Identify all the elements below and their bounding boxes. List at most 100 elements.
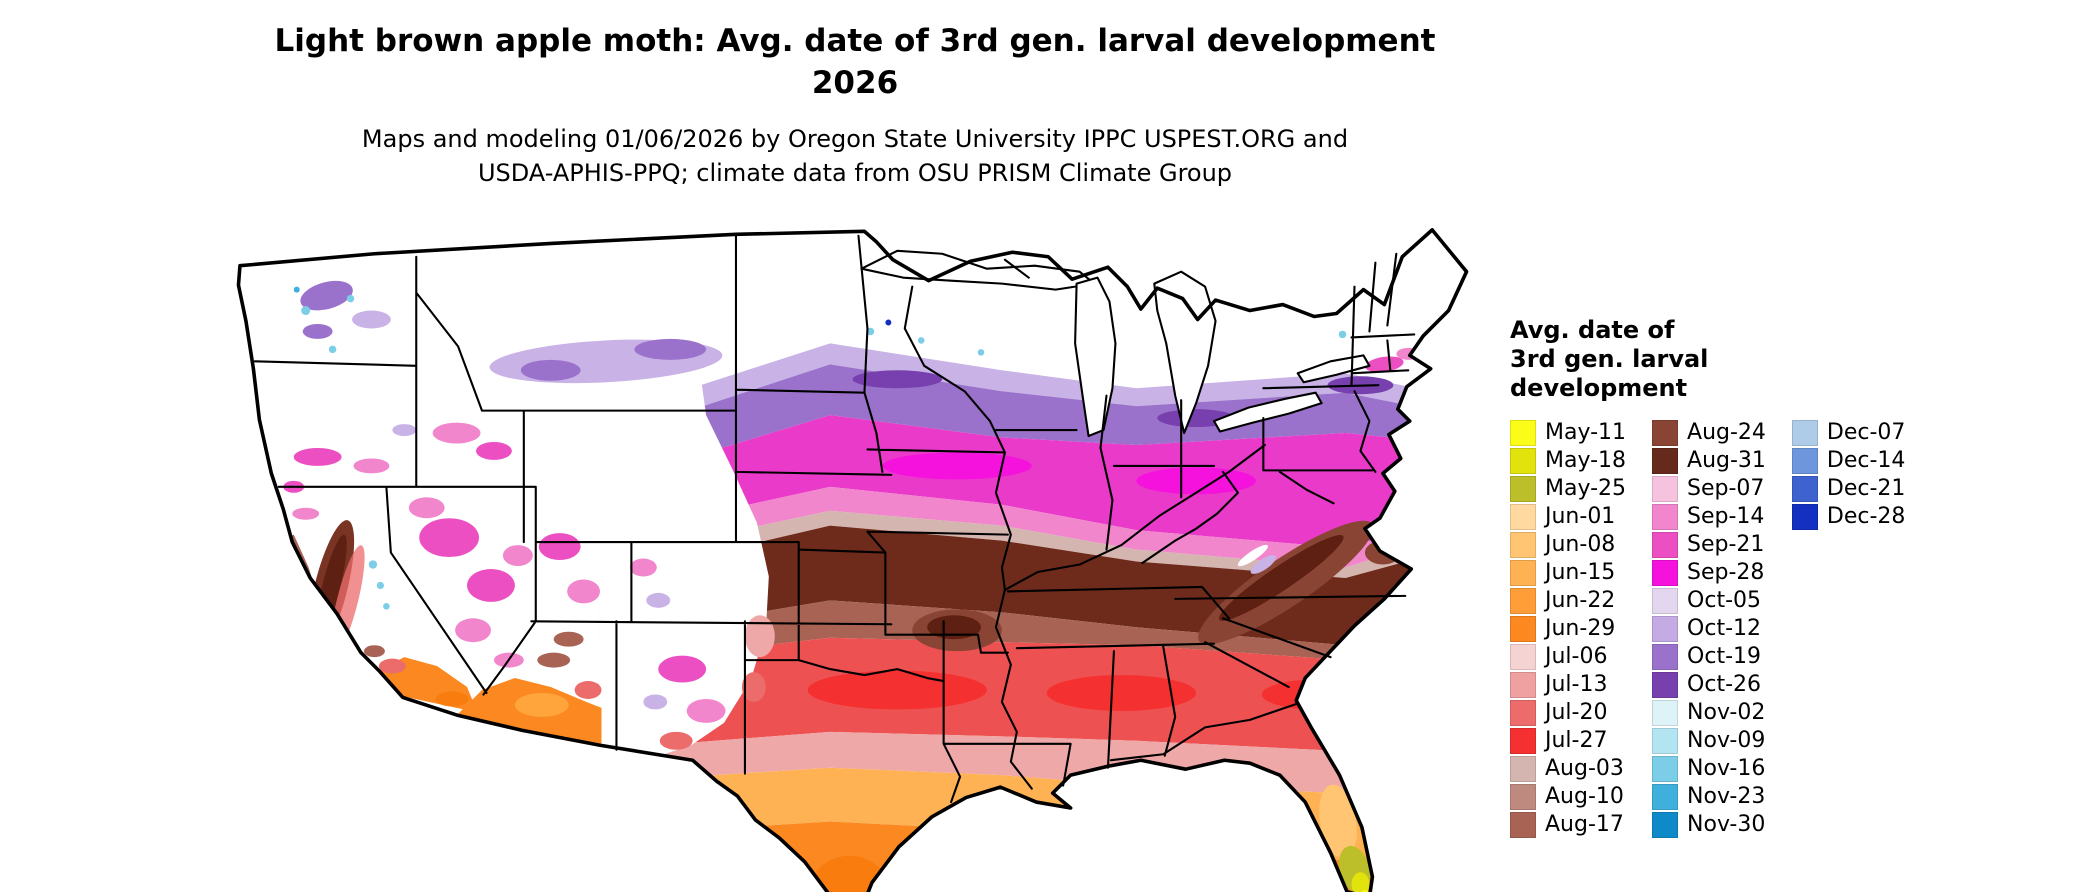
legend-entry: Sep-14 (1652, 503, 1766, 530)
legend-swatch (1791, 447, 1818, 474)
legend-swatch (1510, 811, 1536, 838)
us-choropleth-map (236, 228, 1469, 892)
legend-entry: Jun-08 (1510, 531, 1626, 558)
legend-label: Nov-02 (1687, 700, 1766, 725)
legend-swatch (1510, 419, 1536, 446)
legend-label: May-18 (1545, 448, 1627, 473)
legend: Avg. date of 3rd gen. larval development… (1510, 316, 2070, 838)
legend-title: Avg. date of 3rd gen. larval development (1510, 316, 2070, 403)
title-line-2: 2026 (811, 65, 899, 101)
legend-label: Jun-15 (1545, 560, 1616, 585)
legend-entry: Jun-01 (1510, 503, 1626, 530)
legend-swatch (1652, 475, 1679, 502)
legend-label: Aug-24 (1687, 420, 1766, 445)
page-title: Light brown apple moth: Avg. date of 3rd… (0, 20, 1710, 104)
legend-label: Aug-03 (1545, 756, 1624, 781)
legend-label: Dec-28 (1826, 504, 1906, 529)
legend-entry: Oct-26 (1652, 671, 1766, 698)
legend-swatch (1652, 727, 1679, 754)
legend-column: May-11 May-18 May-25 Jun-01 Jun-08 Jun-15 Jun-… (1510, 419, 1626, 838)
legend-label: Jun-01 (1545, 504, 1616, 529)
legend-swatch (1652, 671, 1679, 698)
legend-entry: Oct-05 (1652, 587, 1766, 614)
legend-entry: Nov-02 (1652, 699, 1766, 726)
legend-swatch (1652, 587, 1679, 614)
legend-entry: Nov-09 (1652, 727, 1766, 754)
legend-entry: Aug-31 (1652, 447, 1766, 474)
legend-swatch (1652, 419, 1679, 446)
legend-label: Dec-14 (1826, 448, 1906, 473)
legend-entry: Sep-21 (1652, 531, 1766, 558)
legend-swatch (1652, 559, 1679, 586)
legend-swatch (1510, 671, 1536, 698)
no-data-region (598, 229, 769, 761)
legend-swatch (1652, 447, 1679, 474)
legend-entry: Dec-21 (1791, 475, 1906, 502)
legend-title-line-2: 3rd gen. larval (1510, 345, 1709, 373)
legend-swatch (1652, 755, 1679, 782)
state-borders (253, 234, 1416, 804)
legend-entry: Sep-07 (1652, 475, 1766, 502)
legend-swatch (1652, 811, 1679, 838)
page-subtitle: Maps and modeling 01/06/2026 by Oregon S… (0, 122, 1710, 190)
lake-huron (1153, 270, 1217, 435)
legend-label: Oct-05 (1687, 588, 1762, 613)
legend-entry: Dec-07 (1791, 419, 1906, 446)
legend-label: Sep-21 (1687, 532, 1765, 557)
legend-swatch (1510, 531, 1536, 558)
lake-erie (1213, 391, 1323, 433)
legend-label: Jul-27 (1545, 728, 1608, 753)
legend-swatch (1510, 503, 1536, 530)
legend-entry: Jul-06 (1510, 643, 1626, 670)
legend-label: Aug-31 (1687, 448, 1766, 473)
legend-entry: Dec-28 (1791, 503, 1906, 530)
legend-swatch (1510, 559, 1536, 586)
legend-swatch (1652, 783, 1679, 810)
legend-entry: Jun-22 (1510, 587, 1626, 614)
legend-label: Nov-30 (1687, 812, 1766, 837)
legend-swatch (1510, 643, 1536, 670)
legend-entry: Nov-30 (1652, 811, 1766, 838)
legend-swatch (1510, 783, 1536, 810)
legend-label: Aug-10 (1545, 784, 1624, 809)
legend-label: Oct-12 (1687, 616, 1762, 641)
legend-swatch (1510, 699, 1536, 726)
legend-swatch (1652, 699, 1679, 726)
legend-swatch (1791, 503, 1818, 530)
legend-entry: Jun-15 (1510, 559, 1626, 586)
legend-label: Oct-26 (1687, 672, 1762, 697)
legend-entry: Sep-28 (1652, 559, 1766, 586)
legend-entry: Aug-10 (1510, 783, 1626, 810)
us-outline (236, 228, 1469, 892)
legend-entry: Dec-14 (1791, 447, 1906, 474)
legend-swatch (1510, 615, 1536, 642)
legend-label: Dec-21 (1826, 476, 1906, 501)
legend-column: Dec-07 Dec-14 Dec-21 Dec-28 (1791, 419, 1906, 530)
legend-entry: Oct-12 (1652, 615, 1766, 642)
legend-label: Jun-22 (1545, 588, 1616, 613)
legend-swatch (1510, 727, 1536, 754)
legend-label: Jul-06 (1545, 644, 1608, 669)
legend-label: Jul-20 (1545, 700, 1608, 725)
legend-swatch (1652, 615, 1679, 642)
legend-entry: Aug-17 (1510, 811, 1626, 838)
legend-title-line-1: Avg. date of (1510, 316, 1675, 344)
legend-label: Dec-07 (1826, 420, 1906, 445)
title-line-1: Light brown apple moth: Avg. date of 3rd… (274, 23, 1436, 59)
legend-entry: May-11 (1510, 419, 1626, 446)
legend-entry: Jul-20 (1510, 699, 1626, 726)
legend-entry: Jul-13 (1510, 671, 1626, 698)
subtitle-line-1: Maps and modeling 01/06/2026 by Oregon S… (361, 125, 1349, 153)
legend-label: Nov-23 (1687, 784, 1766, 809)
legend-label: Oct-19 (1687, 644, 1762, 669)
legend-label: Jun-29 (1545, 616, 1616, 641)
legend-swatch (1510, 755, 1536, 782)
legend-label: Nov-16 (1687, 756, 1766, 781)
legend-label: May-11 (1545, 420, 1627, 445)
legend-label: May-25 (1545, 476, 1627, 501)
legend-swatch (1791, 419, 1818, 446)
legend-entries: May-11 May-18 May-25 Jun-01 Jun-08 Jun-15 Jun-… (1510, 419, 2070, 838)
legend-entry: Aug-24 (1652, 419, 1766, 446)
legend-entry: Nov-23 (1652, 783, 1766, 810)
